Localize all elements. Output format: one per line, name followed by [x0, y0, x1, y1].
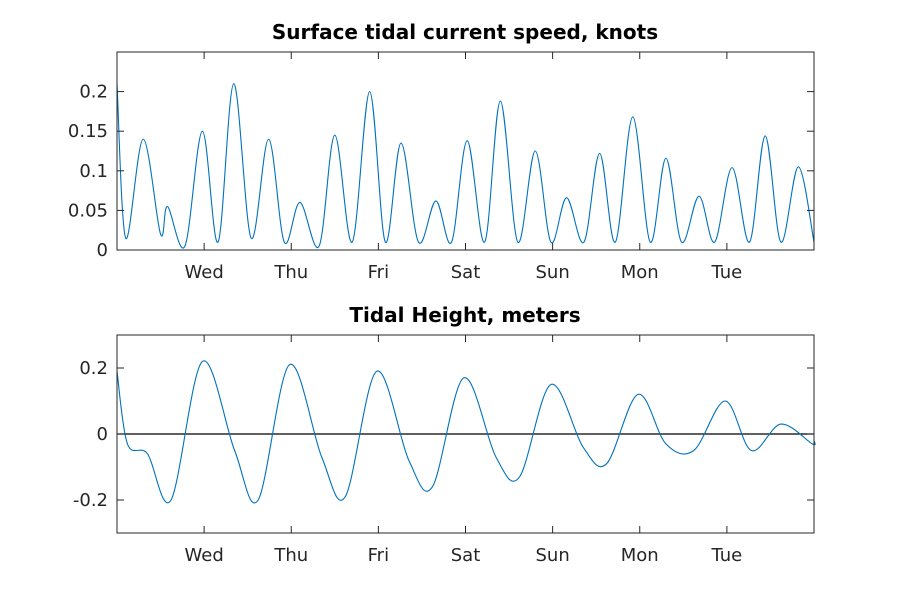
current-speed-title: Surface tidal current speed, knots	[272, 20, 658, 44]
y-tick-label: 0	[97, 240, 108, 261]
x-tick-label: Fri	[368, 545, 389, 566]
x-tick-label: Sat	[451, 262, 481, 283]
x-tick-label: Fri	[368, 262, 389, 283]
y-tick-label: 0.05	[68, 200, 108, 221]
x-tick-label: Wed	[185, 545, 224, 566]
x-tick-label: Tue	[711, 545, 743, 566]
x-tick-label: Thu	[273, 545, 308, 566]
x-tick-label: Tue	[711, 262, 743, 283]
x-tick-label: Mon	[621, 545, 659, 566]
y-tick-label: 0.15	[68, 121, 108, 142]
series-line-0	[116, 360, 816, 504]
tidal-height-title: Tidal Height, meters	[349, 303, 580, 327]
x-tick-label: Wed	[185, 262, 224, 283]
tidal-height-panel: Tidal Height, meters -0.2 0 0.2 Wed Thu Fri Sa…	[73, 303, 816, 566]
x-tick-label: Sun	[536, 262, 570, 283]
y-tick-label: -0.2	[73, 490, 108, 511]
x-tick-label: Thu	[273, 262, 308, 283]
current-speed-panel: Surface tidal current speed, knots 0 0.05…	[68, 20, 815, 283]
x-tick-label: Mon	[621, 262, 659, 283]
x-tick-label: Sat	[451, 545, 481, 566]
y-tick-label: 0.1	[79, 161, 108, 182]
y-tick-label: 0.2	[79, 82, 108, 103]
series-line-0	[116, 83, 815, 249]
y-tick-label: 0.2	[79, 358, 108, 379]
y-tick-label: 0	[97, 424, 108, 445]
x-tick-label: Sun	[536, 545, 570, 566]
